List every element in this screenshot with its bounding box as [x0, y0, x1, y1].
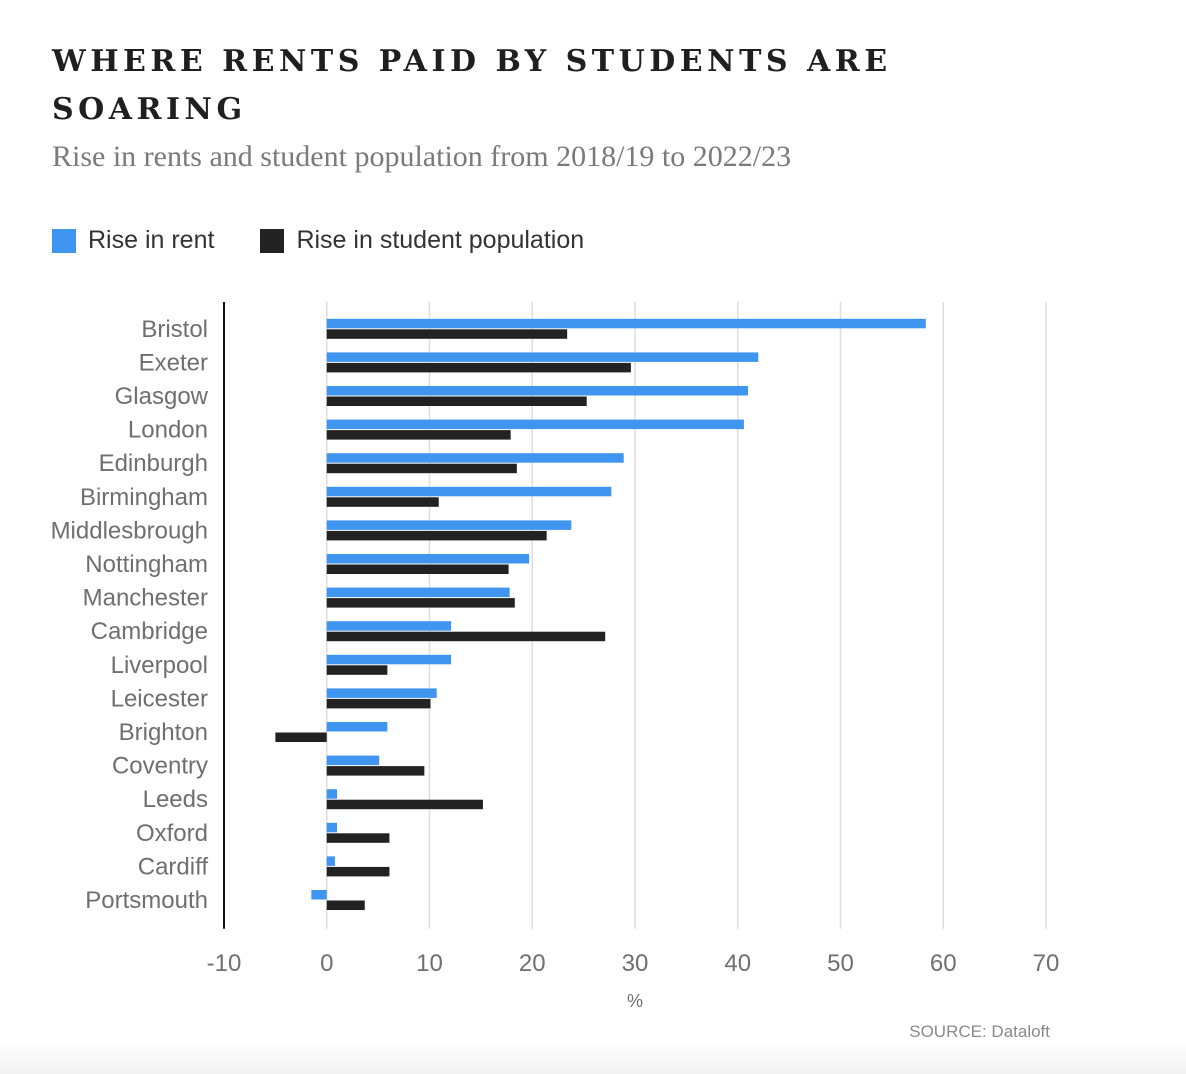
bar-rise-in-rent: [326, 453, 624, 463]
x-tick-label: 70: [1033, 950, 1060, 977]
category-label: Nottingham: [85, 551, 208, 578]
category-label: Exeter: [139, 349, 208, 376]
x-tick-label: 10: [416, 950, 443, 977]
bar-rise-in-student-population: [326, 497, 439, 507]
bar-rise-in-student-population: [326, 329, 568, 339]
bar-rise-in-rent: [326, 318, 926, 329]
category-label: Brighton: [119, 719, 208, 746]
bar-rise-in-student-population: [326, 530, 547, 541]
category-label: Portsmouth: [85, 887, 208, 914]
category-label: Bristol: [141, 316, 208, 343]
bar-rise-in-student-population: [326, 900, 365, 910]
bar-rise-in-rent: [326, 352, 759, 362]
category-label: Birmingham: [80, 484, 208, 511]
bar-rise-in-student-population: [326, 665, 388, 675]
bar-rise-in-student-population: [326, 833, 390, 843]
bar-rise-in-rent: [311, 890, 327, 900]
category-label: London: [128, 417, 208, 444]
bottom-strip: [0, 1040, 1186, 1074]
bar-rise-in-student-population: [326, 631, 606, 642]
bar-rise-in-rent: [326, 419, 744, 430]
category-label: Glasgow: [115, 383, 209, 410]
x-tick-label: 50: [827, 950, 854, 977]
bar-rise-in-rent: [326, 587, 510, 598]
bar-rise-in-student-population: [326, 463, 517, 474]
bar-rise-in-rent: [326, 822, 338, 833]
category-label: Manchester: [83, 585, 208, 612]
bar-rise-in-student-population: [326, 564, 509, 574]
category-label: Middlesbrough: [51, 517, 208, 544]
bar-rise-in-rent: [326, 654, 452, 665]
bar-rise-in-student-population: [326, 598, 515, 608]
bar-rise-in-rent: [326, 554, 530, 564]
category-label: Leeds: [143, 786, 208, 813]
category-label: Cardiff: [138, 853, 209, 880]
x-tick-label: 30: [622, 950, 649, 977]
category-label: Liverpool: [111, 652, 208, 679]
source-note: SOURCE: Dataloft: [909, 1022, 1050, 1040]
bar-rise-in-student-population: [326, 799, 483, 810]
bar-rise-in-student-population: [326, 698, 431, 709]
bar-rise-in-student-population: [326, 866, 390, 877]
legend-label-population: Rise in student population: [296, 226, 585, 254]
category-label: Oxford: [136, 820, 208, 847]
bar-rise-in-rent: [326, 856, 335, 866]
x-tick-label: 60: [930, 950, 957, 977]
bar-rise-in-student-population: [326, 430, 511, 440]
bar-rise-in-student-population: [326, 362, 631, 373]
bar-rise-in-student-population: [326, 396, 587, 406]
bar-rise-in-student-population: [275, 732, 327, 742]
legend-item-rent: Rise in rent: [52, 226, 214, 255]
x-tick-label: 20: [519, 950, 546, 977]
bar-rise-in-rent: [326, 789, 338, 799]
category-label: Coventry: [112, 753, 208, 780]
chart-subtitle: Rise in rents and student population fro…: [52, 140, 792, 173]
category-label: Cambridge: [91, 618, 208, 645]
legend: Rise in rent Rise in student population: [52, 226, 630, 255]
bar-rise-in-rent: [326, 486, 612, 497]
category-label: Leicester: [111, 685, 208, 712]
bar-rise-in-rent: [326, 722, 388, 732]
bar-rise-in-rent: [326, 386, 749, 396]
bar-rise-in-rent: [326, 755, 380, 766]
category-label: Edinburgh: [99, 450, 208, 477]
legend-swatch-population: [260, 228, 285, 253]
legend-item-population: Rise in student population: [260, 226, 584, 255]
legend-label-rent: Rise in rent: [88, 226, 215, 254]
x-tick-label: -10: [207, 950, 242, 977]
x-tick-label: 40: [724, 950, 751, 977]
bar-rise-in-rent: [326, 688, 437, 698]
bar-rise-in-rent: [326, 520, 572, 530]
legend-swatch-rent: [52, 228, 76, 253]
bar-rise-in-student-population: [326, 766, 425, 776]
x-axis-label: %: [627, 991, 643, 1011]
bar-rise-in-rent: [326, 621, 452, 631]
chart-title: WHERE RENTS PAID BY STUDENTS ARE SOARING: [52, 44, 892, 127]
bar-chart: -10 0 10 20 30 40 50 60 70% Bristol Exeter Glasgow L…: [51, 302, 1060, 1040]
x-tick-label: 0: [320, 950, 333, 977]
